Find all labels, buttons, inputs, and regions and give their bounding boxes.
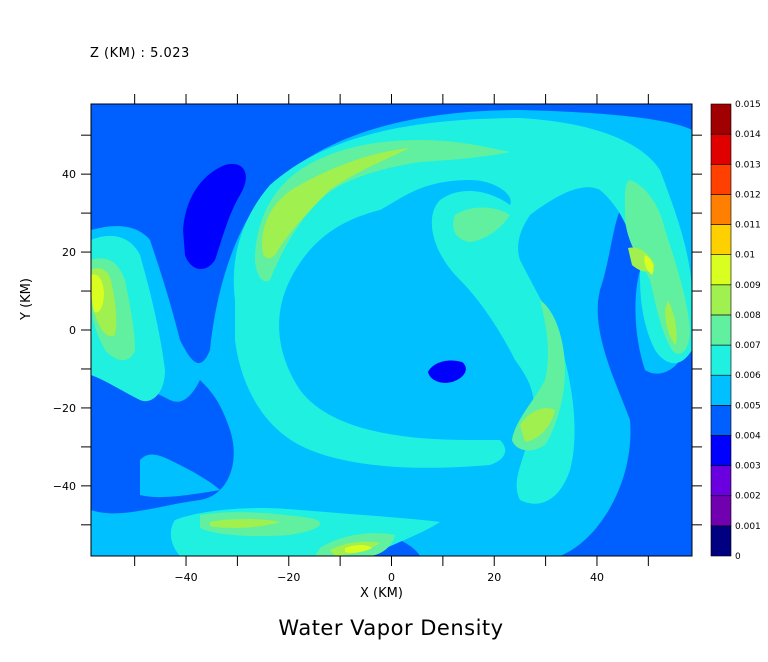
axis-ticks: −40 −20 0 20 40 −40 −20 0 20 40 <box>53 94 702 584</box>
x-tick-label: 20 <box>487 571 501 584</box>
colorbar-swatch <box>710 163 732 195</box>
colorbar-swatch <box>710 525 732 557</box>
x-tick-label: 40 <box>590 571 604 584</box>
colorbar-label: 0.014 <box>735 130 761 140</box>
x-tick-label: 0 <box>388 571 395 584</box>
x-tick-label: −20 <box>277 571 300 584</box>
colorbar-label: 0.005 <box>735 401 761 411</box>
y-tick-label: −40 <box>53 480 76 493</box>
colorbar-label: 0 <box>735 552 741 562</box>
y-tick-label: 20 <box>62 246 76 259</box>
colorbar-label: 0.001 <box>735 522 761 532</box>
colorbar-label: 0.006 <box>735 371 761 381</box>
chart-title: Water Vapor Density <box>278 616 504 640</box>
colorbar-swatch <box>710 405 732 436</box>
colorbar-label: 0.008 <box>735 311 761 321</box>
colorbar-label: 0.003 <box>735 462 761 472</box>
colorbar-swatch <box>710 133 732 165</box>
colorbar-label: 0.012 <box>735 190 761 200</box>
colorbar: 0 0.001 0.002 0.003 0.004 0.005 0.006 0.007 0.00… <box>710 100 761 562</box>
colorbar-swatch <box>710 284 732 316</box>
colorbar-swatch <box>710 344 732 376</box>
colorbar-swatch <box>710 495 732 527</box>
colorbar-label: 0.013 <box>735 160 761 170</box>
y-tick-label: 0 <box>69 324 76 337</box>
colorbar-swatch <box>710 254 732 286</box>
colorbar-swatch <box>710 314 732 346</box>
y-tick-label: −20 <box>53 402 76 415</box>
colorbar-swatch <box>710 224 732 255</box>
x-axis-label: X (KM) <box>360 586 403 601</box>
colorbar-label: 0.007 <box>735 341 761 351</box>
y-tick-label: 40 <box>62 168 76 181</box>
colorbar-swatch <box>710 465 732 497</box>
colorbar-label: 0.015 <box>735 100 761 110</box>
colorbar-swatch <box>710 194 732 225</box>
colorbar-label: 0.004 <box>735 431 761 441</box>
z-level-label: Z (KM) : 5.023 <box>90 46 190 61</box>
colorbar-label: 0.002 <box>735 492 761 502</box>
colorbar-label: 0.01 <box>735 251 755 261</box>
contour-fill-0.007 <box>91 140 690 556</box>
colorbar-label: 0.011 <box>735 221 761 231</box>
contour-field <box>91 104 692 556</box>
colorbar-swatch <box>710 374 732 406</box>
contour-fill-0.003 <box>183 164 466 383</box>
y-axis-label: Y (KM) <box>19 278 34 320</box>
colorbar-swatch <box>710 103 732 135</box>
colorbar-swatch <box>710 435 732 466</box>
colorbar-label: 0.009 <box>735 281 761 291</box>
x-tick-label: −40 <box>174 571 197 584</box>
